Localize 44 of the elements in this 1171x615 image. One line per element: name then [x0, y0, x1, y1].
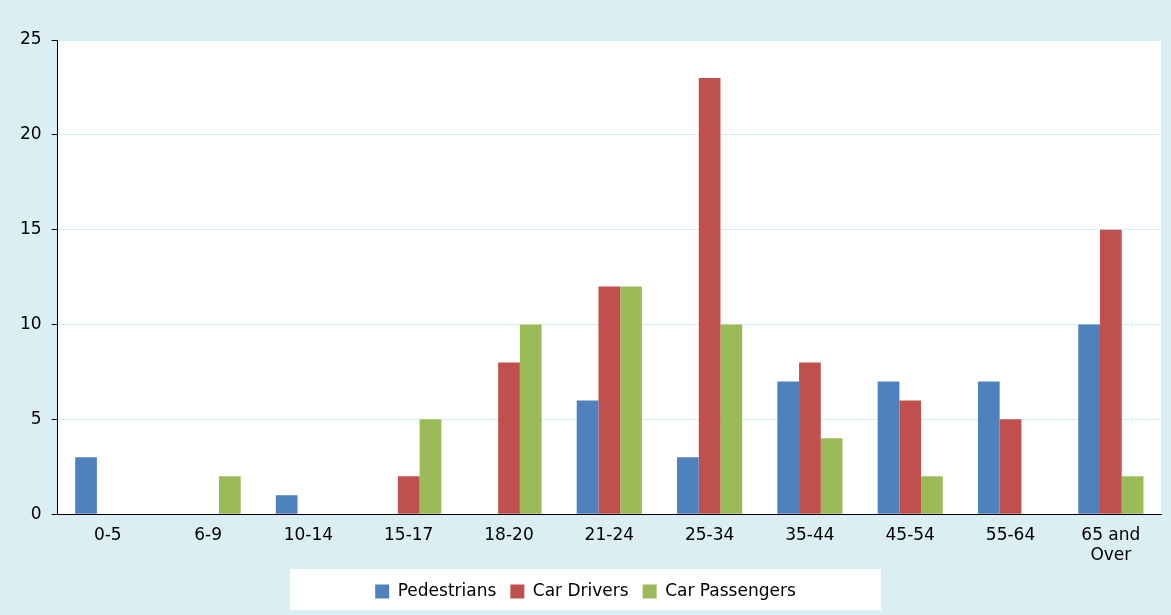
bar — [620, 286, 642, 514]
x-tick-label: 15-17 — [384, 523, 434, 544]
bar — [576, 400, 599, 514]
bar — [75, 457, 97, 514]
bar — [598, 286, 621, 514]
y-tick-label: 25 — [19, 28, 42, 49]
y-tick-label: 10 — [19, 312, 42, 333]
y-tick-label: 0 — [30, 502, 42, 523]
x-tick-label: 0-5 — [93, 523, 122, 544]
bar — [999, 419, 1022, 514]
legend-label: Car Drivers — [532, 579, 629, 600]
bar — [777, 381, 800, 514]
bar — [677, 457, 699, 514]
bar — [275, 495, 298, 514]
x-tick-label: 35-44 — [785, 523, 835, 544]
bar — [921, 476, 943, 514]
x-tick-label: 6-9 — [194, 523, 222, 544]
bar — [519, 324, 542, 514]
x-tick-label: 45-54 — [885, 523, 935, 544]
y-tick-label: 15 — [19, 218, 42, 239]
bar — [1121, 476, 1144, 514]
bar — [720, 324, 743, 514]
x-tick-label: 10-14 — [283, 523, 334, 544]
bar — [218, 476, 241, 514]
bar — [899, 400, 922, 514]
x-tick-label: 21-24 — [584, 523, 635, 544]
bar — [799, 362, 821, 514]
bar — [1078, 324, 1100, 514]
bar — [977, 381, 1000, 514]
x-tick-label: 25-34 — [684, 523, 735, 544]
bar — [498, 362, 520, 514]
x-tick-label: 55-64 — [985, 523, 1036, 544]
y-tick-label: 20 — [19, 123, 42, 144]
bar — [397, 476, 420, 514]
legend-label: Pedestrians — [397, 579, 497, 600]
y-tick-label: 5 — [30, 407, 42, 428]
bar — [698, 77, 721, 514]
bar — [877, 381, 900, 514]
x-tick-label: 18-20 — [484, 523, 534, 544]
legend-label: Car Passengers — [665, 579, 796, 600]
bar — [419, 419, 442, 514]
bar — [820, 438, 843, 514]
x-tick-label: 65 and Over — [1081, 523, 1141, 565]
bar — [1099, 229, 1122, 514]
